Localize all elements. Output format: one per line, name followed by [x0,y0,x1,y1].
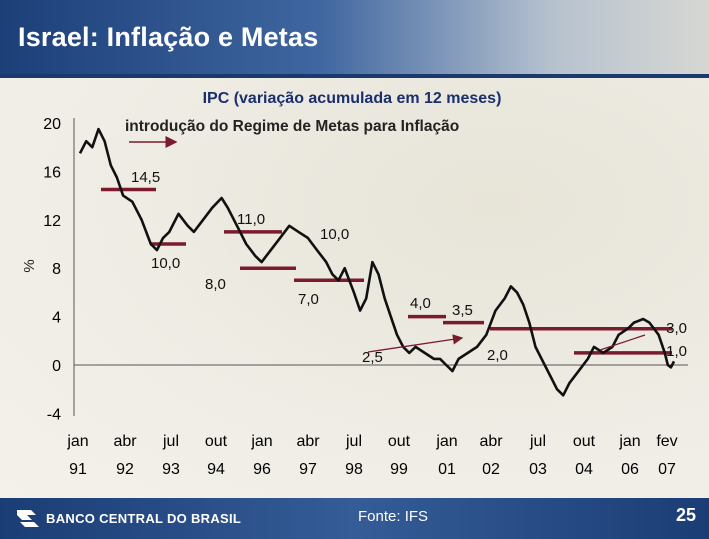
y-tick-label: 8 [52,261,61,278]
x-tick-year: 07 [658,461,676,478]
x-tick-month: jul [529,433,546,450]
target-label: 11,0 [237,211,265,228]
page-number: 25 [676,505,697,525]
x-tick-year: 04 [575,461,593,478]
y-tick-label: 20 [43,116,61,133]
x-tick-month: fev [656,433,677,450]
y-tick-label: 4 [52,310,61,327]
x-tick-year: 94 [207,461,225,478]
x-tick-year: 98 [345,461,363,478]
y-axis-label: % [21,259,38,272]
target-label: 8,0 [205,276,226,293]
x-tick-year: 99 [390,461,408,478]
header-rule [0,74,709,78]
regime-annotation: introdução do Regime de Metas para Infla… [125,118,459,135]
y-tick-label: 0 [52,358,61,375]
x-tick-month: abr [113,433,137,450]
target-label: 3,0 [666,320,687,337]
x-tick-month: jul [345,433,362,450]
y-tick-label: 12 [43,213,61,230]
x-tick-month: out [388,433,411,450]
x-tick-month: jul [162,433,179,450]
x-tick-month: jan [250,433,272,450]
leader-line [367,334,464,353]
x-tick-year: 03 [529,461,547,478]
x-tick-year: 93 [162,461,180,478]
x-tick-month: out [205,433,228,450]
target-label: 2,5 [362,349,383,366]
chart-title: IPC (variação acumulada em 12 meses) [203,90,502,107]
series-line-ipc [78,127,676,397]
target-label: 4,0 [410,295,431,312]
target-label: 2,0 [487,347,508,364]
x-tick-month: out [573,433,596,450]
target-label: 1,0 [666,343,687,360]
x-tick-month: jan [435,433,457,450]
x-tick-month: jan [618,433,640,450]
x-tick-month: jan [66,433,88,450]
x-tick-year: 97 [299,461,317,478]
background-panel [0,78,709,499]
y-tick-label: 16 [43,164,61,181]
leader-line [599,334,646,351]
x-tick-year: 92 [116,461,134,478]
bank-name: BANCO CENTRAL DO BRASIL [46,511,242,526]
target-label: 3,5 [452,302,473,319]
slide-title: Israel: Inflação e Metas [18,22,319,52]
source-label: Fonte: IFS [358,508,429,525]
bank-logo-icon [17,510,39,527]
x-tick-year: 91 [69,461,87,478]
x-tick-month: abr [296,433,320,450]
target-label: 7,0 [298,291,319,308]
x-tick-year: 96 [253,461,271,478]
header-banner [0,0,709,76]
y-tick-label: -4 [47,406,61,423]
x-tick-year: 02 [482,461,500,478]
target-label: 14,5 [131,169,160,186]
footer-bar [0,498,709,539]
x-tick-month: abr [479,433,503,450]
x-tick-year: 06 [621,461,639,478]
target-label: 10,0 [320,226,349,243]
x-tick-year: 01 [438,461,456,478]
target-label: 10,0 [151,255,180,272]
